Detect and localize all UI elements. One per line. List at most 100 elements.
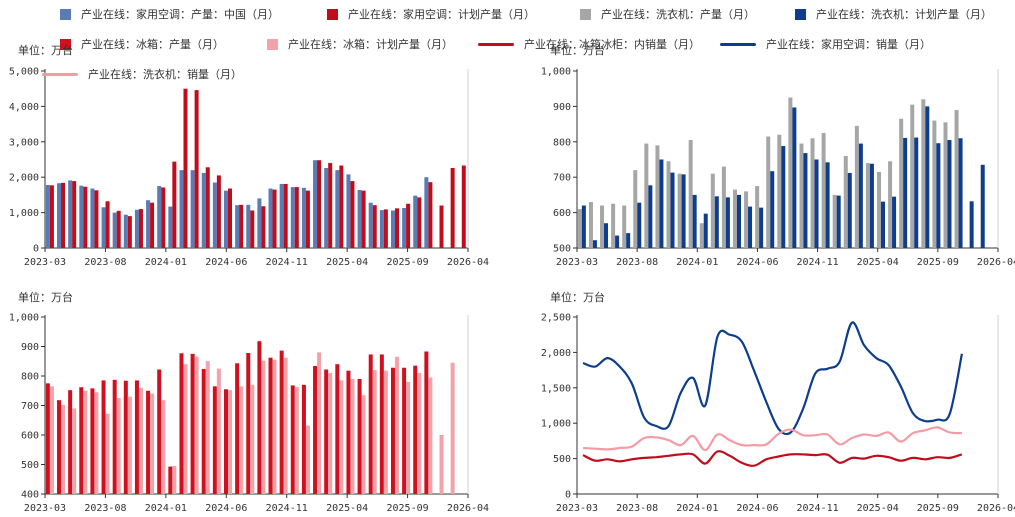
bar: [168, 466, 173, 494]
bar: [703, 213, 708, 248]
bar: [832, 194, 837, 248]
bar: [969, 201, 974, 248]
bar: [781, 146, 786, 248]
bar: [958, 138, 963, 248]
bar: [744, 191, 749, 248]
bar: [925, 106, 930, 249]
x-tick-label: 2024-11: [796, 257, 838, 268]
bar: [910, 104, 915, 248]
bar: [268, 357, 273, 494]
bar: [379, 210, 384, 248]
bar: [83, 390, 88, 494]
bar: [736, 194, 741, 248]
x-tick-label: 2023-03: [24, 257, 66, 268]
bar: [577, 209, 582, 248]
bar: [101, 380, 106, 494]
y-tick-label: 900: [21, 342, 39, 353]
bar: [116, 398, 121, 495]
bar: [402, 208, 407, 248]
bar: [677, 173, 682, 248]
bar: [72, 181, 77, 248]
x-tick-label: 2025-09: [386, 257, 428, 268]
x-tick-label: 2023-08: [84, 503, 126, 514]
y-tick-label: 2,000: [9, 173, 39, 184]
x-tick-label: 2025-09: [917, 257, 959, 268]
series-line: [582, 450, 963, 467]
y-tick-label: 1,000: [9, 208, 39, 219]
x-tick-label: 2023-03: [24, 503, 66, 514]
bar: [450, 168, 455, 248]
bar: [755, 186, 760, 248]
bar: [261, 360, 266, 494]
y-tick-label: 500: [553, 454, 571, 465]
bar: [146, 390, 151, 494]
bar: [224, 190, 229, 248]
bar: [888, 161, 893, 248]
bar: [157, 186, 162, 248]
bar: [301, 187, 306, 248]
bar: [79, 387, 84, 494]
y-tick-label: 800: [21, 372, 39, 383]
bar: [699, 223, 704, 248]
bar: [670, 172, 675, 248]
bar: [57, 400, 62, 494]
bar: [317, 352, 322, 494]
x-tick-label: 2026-04: [447, 503, 489, 514]
bar: [279, 350, 284, 494]
bar: [748, 206, 753, 248]
x-tick-label: 2024-06: [736, 503, 778, 514]
bar: [201, 172, 206, 248]
bar: [239, 204, 244, 248]
bar: [168, 206, 173, 248]
bar: [268, 188, 273, 248]
bar: [290, 187, 295, 248]
bar: [339, 380, 344, 494]
bar: [83, 186, 88, 248]
bar: [301, 384, 306, 494]
bar: [79, 185, 84, 248]
bar: [759, 207, 764, 248]
bar: [858, 143, 863, 248]
bar: [335, 364, 340, 494]
y-tick-label: 500: [553, 244, 571, 255]
bar: [865, 163, 870, 248]
x-tick-label: 2024-06: [205, 503, 247, 514]
bar: [279, 183, 284, 248]
bar: [212, 182, 217, 248]
bar: [424, 351, 429, 494]
x-tick-label: 2026-04: [977, 257, 1015, 268]
x-tick-label: 2025-04: [326, 257, 368, 268]
bar: [803, 153, 808, 248]
y-tick-label: 1,500: [541, 383, 571, 394]
bar: [843, 155, 848, 248]
bar: [854, 125, 859, 248]
bar: [592, 240, 597, 248]
bar: [57, 183, 62, 248]
y-tick-label: 4,000: [9, 102, 39, 113]
bar: [424, 177, 429, 248]
chart-panel-4: 0 500 1,000 1,500 2,000 2,500 2023-03 2023-08 20…: [541, 313, 1015, 515]
bar: [814, 159, 819, 248]
unit-label-top-left: 单位：万台: [18, 44, 73, 57]
bar: [588, 201, 593, 248]
bar: [305, 425, 310, 494]
y-tick-label: 400: [21, 490, 39, 501]
bar: [228, 390, 233, 494]
bar: [626, 233, 631, 248]
bar: [150, 202, 155, 248]
bar: [317, 160, 322, 248]
bar: [172, 161, 177, 248]
bar: [648, 185, 653, 248]
bar: [335, 170, 340, 248]
y-tick-label: 0: [33, 244, 39, 255]
bar: [766, 136, 771, 248]
x-tick-label: 2023-03: [556, 503, 598, 514]
bar: [105, 413, 110, 494]
bar: [428, 377, 433, 494]
bar: [328, 163, 333, 248]
bar: [172, 465, 177, 494]
bar: [90, 188, 95, 248]
bar: [417, 197, 422, 248]
y-tick-label: 1,000: [9, 313, 39, 324]
bar: [257, 198, 262, 248]
